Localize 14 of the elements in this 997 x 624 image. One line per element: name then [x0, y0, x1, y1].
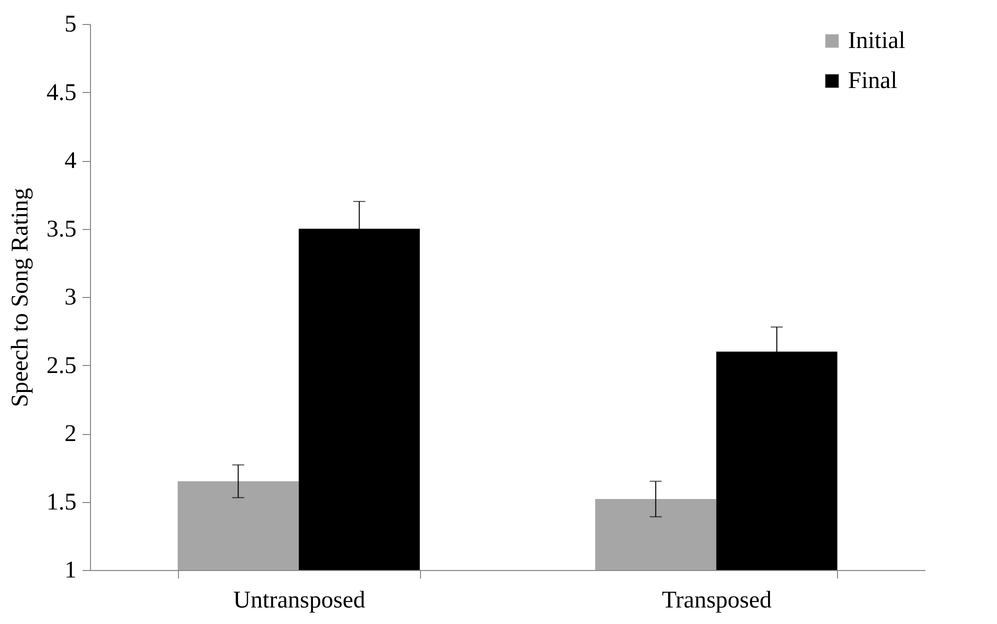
y-tick-label: 3.5: [46, 216, 76, 242]
y-tick-label: 2.5: [46, 352, 76, 379]
x-tick-label: Transposed: [662, 588, 772, 614]
y-tick-label: 4.5: [46, 80, 76, 106]
y-tick-label: 4: [64, 148, 76, 174]
legend-label: Final: [848, 68, 898, 94]
y-tick-label: 1.5: [46, 489, 76, 516]
y-tick-label: 5: [64, 12, 76, 38]
legend-label: Initial: [848, 28, 906, 54]
y-tick-label: 3: [64, 284, 76, 310]
y-axis-title: Speech to Song Rating: [8, 188, 34, 408]
x-tick-label: Untransposed: [233, 588, 366, 614]
y-tick-label: 1: [64, 558, 76, 584]
y-tick-label: 2: [64, 421, 76, 447]
